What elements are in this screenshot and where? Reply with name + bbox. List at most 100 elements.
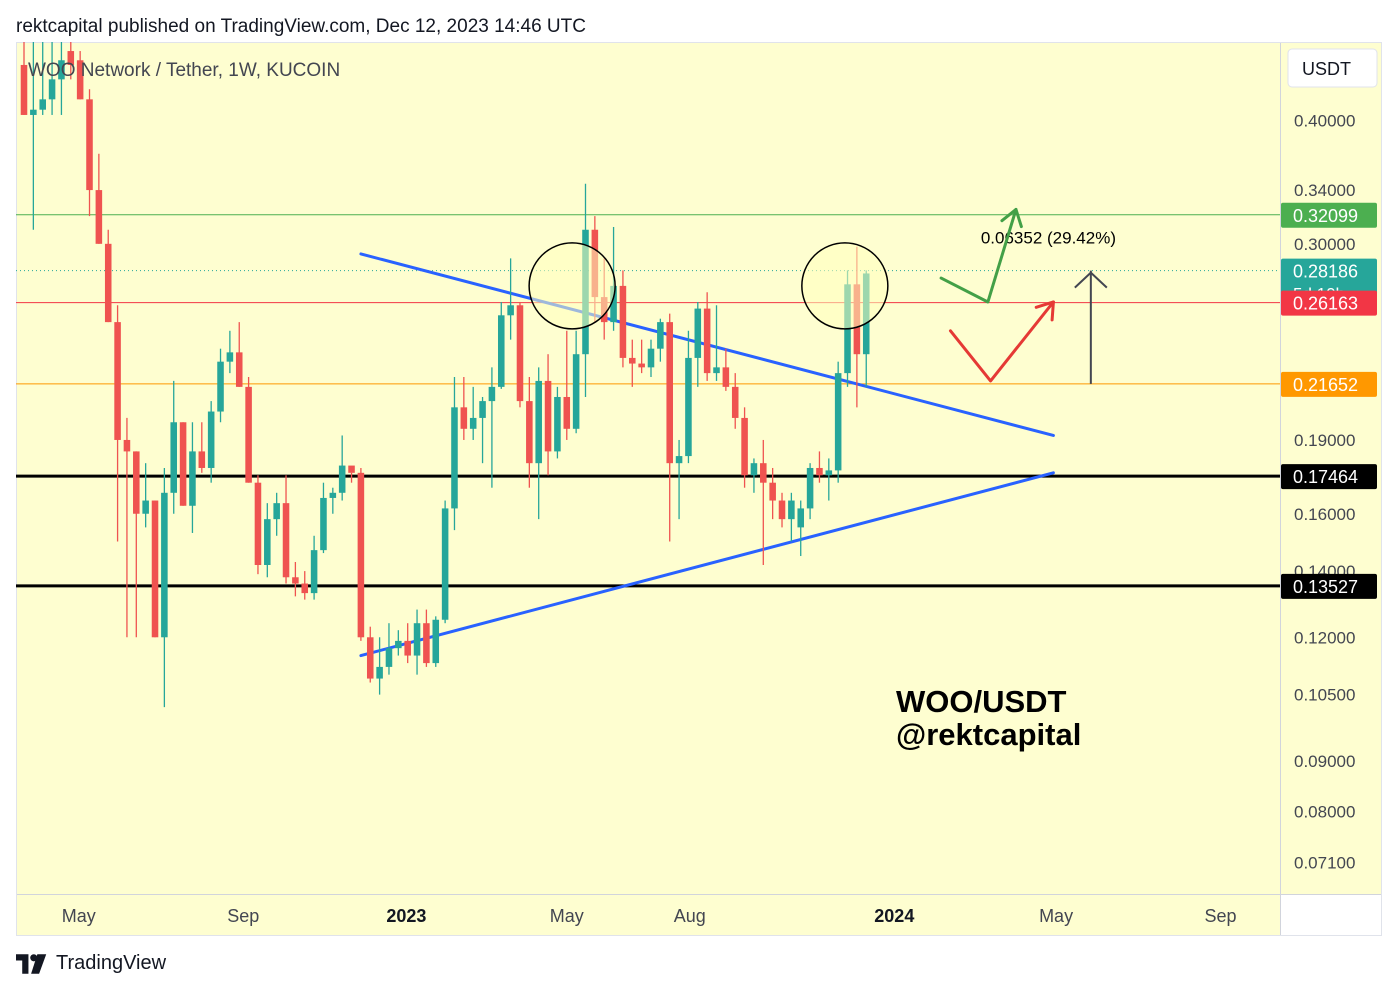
candle-body-5 bbox=[67, 51, 75, 65]
candle-body-21 bbox=[217, 361, 224, 412]
currency-button[interactable]: USDT bbox=[1287, 48, 1378, 88]
candle-body-46 bbox=[451, 407, 458, 509]
candle-body-7 bbox=[86, 99, 93, 191]
x-tick-label-1: Sep bbox=[227, 906, 259, 926]
candle-body-3 bbox=[48, 79, 56, 100]
level-label-5: 0.13527 bbox=[1293, 577, 1358, 597]
candle-body-13 bbox=[142, 500, 149, 514]
highlight-circle-1 bbox=[801, 242, 889, 330]
candle-body-71 bbox=[685, 357, 692, 457]
candle-body-63 bbox=[610, 285, 617, 323]
y-tick-label-3: 0.19000 bbox=[1294, 431, 1355, 450]
tradingview-brand: TradingView bbox=[56, 952, 167, 974]
candle-body-39 bbox=[385, 648, 393, 667]
candle-body-36 bbox=[357, 472, 365, 638]
candle-body-81 bbox=[778, 500, 786, 520]
level-label-bg-2 bbox=[1281, 290, 1377, 316]
candle-body-44 bbox=[432, 619, 440, 664]
x-tick-label-2: 2023 bbox=[386, 906, 426, 926]
candle-body-2 bbox=[39, 99, 46, 110]
level-label-bg-0 bbox=[1281, 202, 1377, 228]
candle-body-76 bbox=[731, 386, 739, 418]
candle-body-65 bbox=[629, 357, 636, 364]
candle-body-22 bbox=[226, 352, 234, 362]
trendline-ascending bbox=[359, 471, 1055, 658]
candle-body-40 bbox=[395, 640, 402, 649]
watermark-handle: @rektcapital bbox=[896, 717, 1081, 752]
measure-arrow-head bbox=[1074, 271, 1108, 289]
candle-body-80 bbox=[769, 482, 776, 501]
candle-body-82 bbox=[788, 500, 795, 520]
candle-body-1 bbox=[30, 109, 37, 115]
level-label-4: 0.17464 bbox=[1293, 467, 1358, 487]
candle-body-20 bbox=[207, 411, 215, 468]
candle-body-47 bbox=[460, 407, 468, 429]
candle-body-12 bbox=[133, 451, 140, 514]
candle-body-87 bbox=[834, 373, 842, 471]
candle-body-10 bbox=[114, 322, 121, 440]
projection_red-path bbox=[948, 300, 1055, 383]
annotations: 0.06352 (29.42%) bbox=[528, 207, 1116, 384]
horizontal-levels bbox=[16, 214, 1280, 588]
candle-body-48 bbox=[469, 417, 477, 429]
candle-body-25 bbox=[254, 482, 262, 566]
currency-button-box[interactable] bbox=[1287, 48, 1378, 88]
candle-body-50 bbox=[488, 386, 496, 402]
level-label-1: 0.28186 bbox=[1293, 262, 1358, 282]
candle-body-69 bbox=[666, 322, 673, 464]
x-tick-label-4: Aug bbox=[674, 906, 706, 926]
candle-body-74 bbox=[713, 367, 720, 374]
candle-body-31 bbox=[310, 550, 318, 594]
candle-body-86 bbox=[825, 470, 833, 476]
candle-body-42 bbox=[413, 623, 421, 656]
candle-body-18 bbox=[189, 451, 196, 506]
candle-body-67 bbox=[647, 348, 655, 368]
candle-body-19 bbox=[198, 451, 206, 468]
frame-border bbox=[16, 42, 1382, 936]
watermark-pair: WOO/USDT bbox=[896, 684, 1067, 719]
level-label-bg-3 bbox=[1281, 371, 1377, 397]
y-tick-label-4: 0.16000 bbox=[1294, 505, 1355, 524]
x-tick-label-6: May bbox=[1039, 906, 1073, 926]
candle-body-49 bbox=[479, 401, 486, 418]
candle-body-27 bbox=[273, 503, 280, 520]
candle-body-52 bbox=[507, 305, 514, 316]
projection_green-arrowhead bbox=[1000, 207, 1023, 229]
candle-body-45 bbox=[441, 508, 449, 620]
candle-body-24 bbox=[245, 386, 252, 483]
candle-body-41 bbox=[404, 640, 411, 656]
candle-body-11 bbox=[123, 439, 131, 452]
currency-button-label[interactable]: USDT bbox=[1302, 59, 1351, 79]
candle-body-43 bbox=[423, 623, 430, 664]
highlight-circle-0 bbox=[528, 242, 616, 330]
y-tick-label-2: 0.30000 bbox=[1294, 235, 1355, 254]
level-label-0: 0.32099 bbox=[1293, 206, 1358, 226]
level-label-2: 0.26163 bbox=[1293, 294, 1358, 314]
symbol-title: WOO Network / Tether, 1W, KUCOIN bbox=[28, 60, 340, 81]
candle-body-58 bbox=[563, 396, 571, 429]
candle-body-79 bbox=[760, 463, 767, 483]
candle-body-70 bbox=[675, 456, 683, 464]
candle-body-38 bbox=[376, 666, 383, 679]
projection_red-arrowhead bbox=[1034, 300, 1055, 322]
tradingview-footer[interactable]: TradingView bbox=[16, 952, 166, 975]
candle-body-0 bbox=[20, 64, 28, 115]
candle-body-77 bbox=[741, 417, 748, 476]
candle-body-83 bbox=[797, 508, 805, 528]
level-label-bg-5 bbox=[1281, 573, 1377, 599]
candle-body-35 bbox=[348, 465, 355, 473]
candle-body-9 bbox=[104, 243, 112, 323]
candle-body-54 bbox=[526, 401, 533, 464]
candle-body-72 bbox=[694, 308, 702, 358]
y-tick-label-6: 0.12000 bbox=[1294, 628, 1355, 647]
time-axis-ticks: May Sep 2023 May Aug 2024 May Sep bbox=[62, 906, 1237, 926]
y-tick-label-0: 0.40000 bbox=[1294, 111, 1355, 130]
price-chart[interactable]: 0.06352 (29.42%) WOO Network / Tether, 1… bbox=[16, 42, 1382, 936]
price-axis-ticks: 0.400000.340000.300000.190000.160000.140… bbox=[1294, 111, 1355, 872]
candle-body-6 bbox=[76, 60, 84, 100]
candle-body-57 bbox=[554, 396, 561, 452]
candle-body-78 bbox=[750, 463, 758, 476]
candle-body-33 bbox=[329, 492, 337, 498]
axis-corner bbox=[1280, 894, 1382, 936]
